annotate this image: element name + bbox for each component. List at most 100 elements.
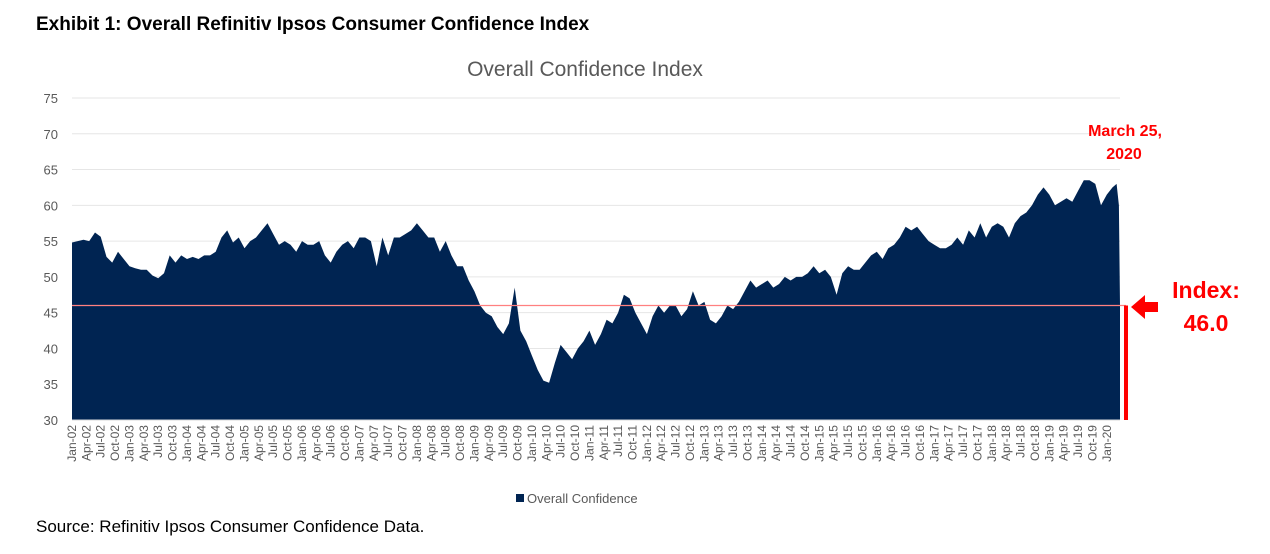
x-tick-label: Jan-07 — [352, 425, 366, 462]
x-tick-label: Apr-17 — [942, 425, 956, 461]
y-tick-label: 55 — [44, 234, 58, 249]
y-tick-label: 45 — [44, 306, 58, 321]
x-tick-label: Oct-14 — [798, 425, 812, 461]
x-tick-label: Oct-09 — [511, 425, 525, 461]
x-tick-label: Apr-06 — [309, 425, 323, 461]
x-tick-label: Apr-04 — [194, 425, 208, 461]
x-tick-label: Oct-16 — [913, 425, 927, 461]
x-tick-label: Oct-15 — [855, 425, 869, 461]
y-tick-label: 75 — [44, 91, 58, 106]
x-tick-label: Apr-05 — [252, 425, 266, 461]
x-tick-label: Jan-09 — [467, 425, 481, 462]
y-tick-label: 50 — [44, 270, 58, 285]
x-tick-label: Apr-14 — [769, 425, 783, 461]
x-tick-label: Jul-10 — [554, 425, 568, 458]
annotation-date-line2: 2020 — [1106, 146, 1142, 163]
reference-layer — [72, 304, 1128, 420]
annotation-date-line1: March 25, — [1088, 123, 1162, 140]
y-axis: 30 35 40 45 50 55 60 65 70 75 — [44, 91, 58, 428]
x-tick-label: Apr-12 — [654, 425, 668, 461]
y-tick-label: 60 — [44, 198, 58, 213]
x-tick-label: Jul-09 — [496, 425, 510, 458]
x-tick-label: Jul-02 — [94, 425, 108, 458]
x-tick-label: Jan-17 — [927, 425, 941, 462]
x-tick-label: Jul-16 — [899, 425, 913, 458]
x-tick-label: Apr-10 — [539, 425, 553, 461]
x-tick-label: Oct-10 — [568, 425, 582, 461]
x-tick-label: Oct-02 — [108, 425, 122, 461]
x-tick-label: Jan-16 — [870, 425, 884, 462]
x-tick-label: Jan-14 — [755, 425, 769, 462]
x-tick-label: Oct-19 — [1085, 425, 1099, 461]
x-tick-label: Jan-19 — [1042, 425, 1056, 462]
x-tick-label: Apr-02 — [79, 425, 93, 461]
x-tick-label: Jul-17 — [956, 425, 970, 458]
x-tick-label: Oct-18 — [1028, 425, 1042, 461]
x-tick-label: Jul-18 — [1014, 425, 1028, 458]
legend-swatch — [516, 494, 524, 502]
x-tick-label: Jan-12 — [640, 425, 654, 462]
y-tick-label: 35 — [44, 377, 58, 392]
x-tick-label: Jan-20 — [1100, 425, 1114, 462]
x-axis: Jan-02 Apr-02 Jul-02 Oct-02 Jan-03 Apr-03 Jul-… — [65, 419, 1120, 462]
x-tick-label: Jan-05 — [237, 425, 251, 462]
source-note: Source: Refinitiv Ipsos Consumer Confide… — [36, 517, 425, 536]
x-tick-label: Jul-13 — [726, 425, 740, 458]
x-tick-label: Apr-08 — [424, 425, 438, 461]
legend: Overall Confidence — [516, 491, 638, 506]
y-tick-label: 65 — [44, 163, 58, 178]
x-tick-label: Oct-05 — [281, 425, 295, 461]
annotation-index-line1: Index: — [1172, 277, 1240, 303]
x-tick-label: Jul-19 — [1071, 425, 1085, 458]
x-tick-label: Jul-04 — [209, 425, 223, 458]
x-tick-label: Jul-03 — [151, 425, 165, 458]
x-tick-label: Jan-02 — [65, 425, 79, 462]
x-tick-label: Apr-09 — [482, 425, 496, 461]
x-tick-label: Jul-11 — [611, 425, 625, 457]
y-tick-label: 70 — [44, 127, 58, 142]
x-tick-label: Jan-15 — [812, 425, 826, 462]
x-tick-label: Jul-06 — [324, 425, 338, 458]
series-overall-confidence-area — [72, 180, 1120, 420]
x-tick-label: Apr-16 — [884, 425, 898, 461]
x-tick-label: Apr-19 — [1057, 425, 1071, 461]
annotation-index-line2: 46.0 — [1184, 310, 1229, 336]
x-tick-label: Apr-11 — [597, 425, 611, 460]
x-tick-label: Apr-13 — [712, 425, 726, 461]
x-tick-label: Jan-10 — [525, 425, 539, 462]
x-tick-label: Jan-04 — [180, 425, 194, 462]
x-tick-label: Oct-11 — [626, 425, 640, 460]
x-tick-label: Apr-07 — [367, 425, 381, 461]
x-tick-label: Oct-06 — [338, 425, 352, 461]
x-tick-label: Apr-15 — [827, 425, 841, 461]
x-tick-label: Oct-12 — [683, 425, 697, 461]
exhibit-title: Exhibit 1: Overall Refinitiv Ipsos Consu… — [36, 14, 590, 35]
legend-label: Overall Confidence — [527, 491, 638, 506]
x-tick-label: Jan-11 — [582, 425, 596, 461]
x-tick-label: Oct-04 — [223, 425, 237, 461]
x-tick-label: Jan-08 — [410, 425, 424, 462]
x-tick-label: Jul-07 — [381, 425, 395, 458]
x-tick-label: Jul-05 — [266, 425, 280, 458]
annotation: March 25, 2020 Index: 46.0 — [1088, 123, 1240, 336]
x-tick-label: Oct-07 — [396, 425, 410, 461]
x-tick-label: Jul-15 — [841, 425, 855, 458]
y-tick-label: 40 — [44, 341, 58, 356]
x-tick-label: Jan-06 — [295, 425, 309, 462]
chart-title: Overall Confidence Index — [467, 58, 703, 81]
x-tick-label: Jul-12 — [669, 425, 683, 458]
x-tick-label: Apr-03 — [137, 425, 151, 461]
x-tick-label: Jul-08 — [439, 425, 453, 458]
x-tick-label: Oct-08 — [453, 425, 467, 461]
x-tick-label: Jan-18 — [985, 425, 999, 462]
x-tick-label: Apr-18 — [999, 425, 1013, 461]
x-tick-label: Jan-03 — [122, 425, 136, 462]
x-tick-label: Jul-14 — [784, 425, 798, 458]
x-tick-label: Oct-17 — [970, 425, 984, 461]
y-tick-label: 30 — [44, 413, 58, 428]
x-tick-label: Oct-03 — [166, 425, 180, 461]
x-tick-label: Oct-13 — [740, 425, 754, 461]
area-layer — [72, 180, 1120, 420]
arrow-left-icon — [1131, 295, 1158, 319]
